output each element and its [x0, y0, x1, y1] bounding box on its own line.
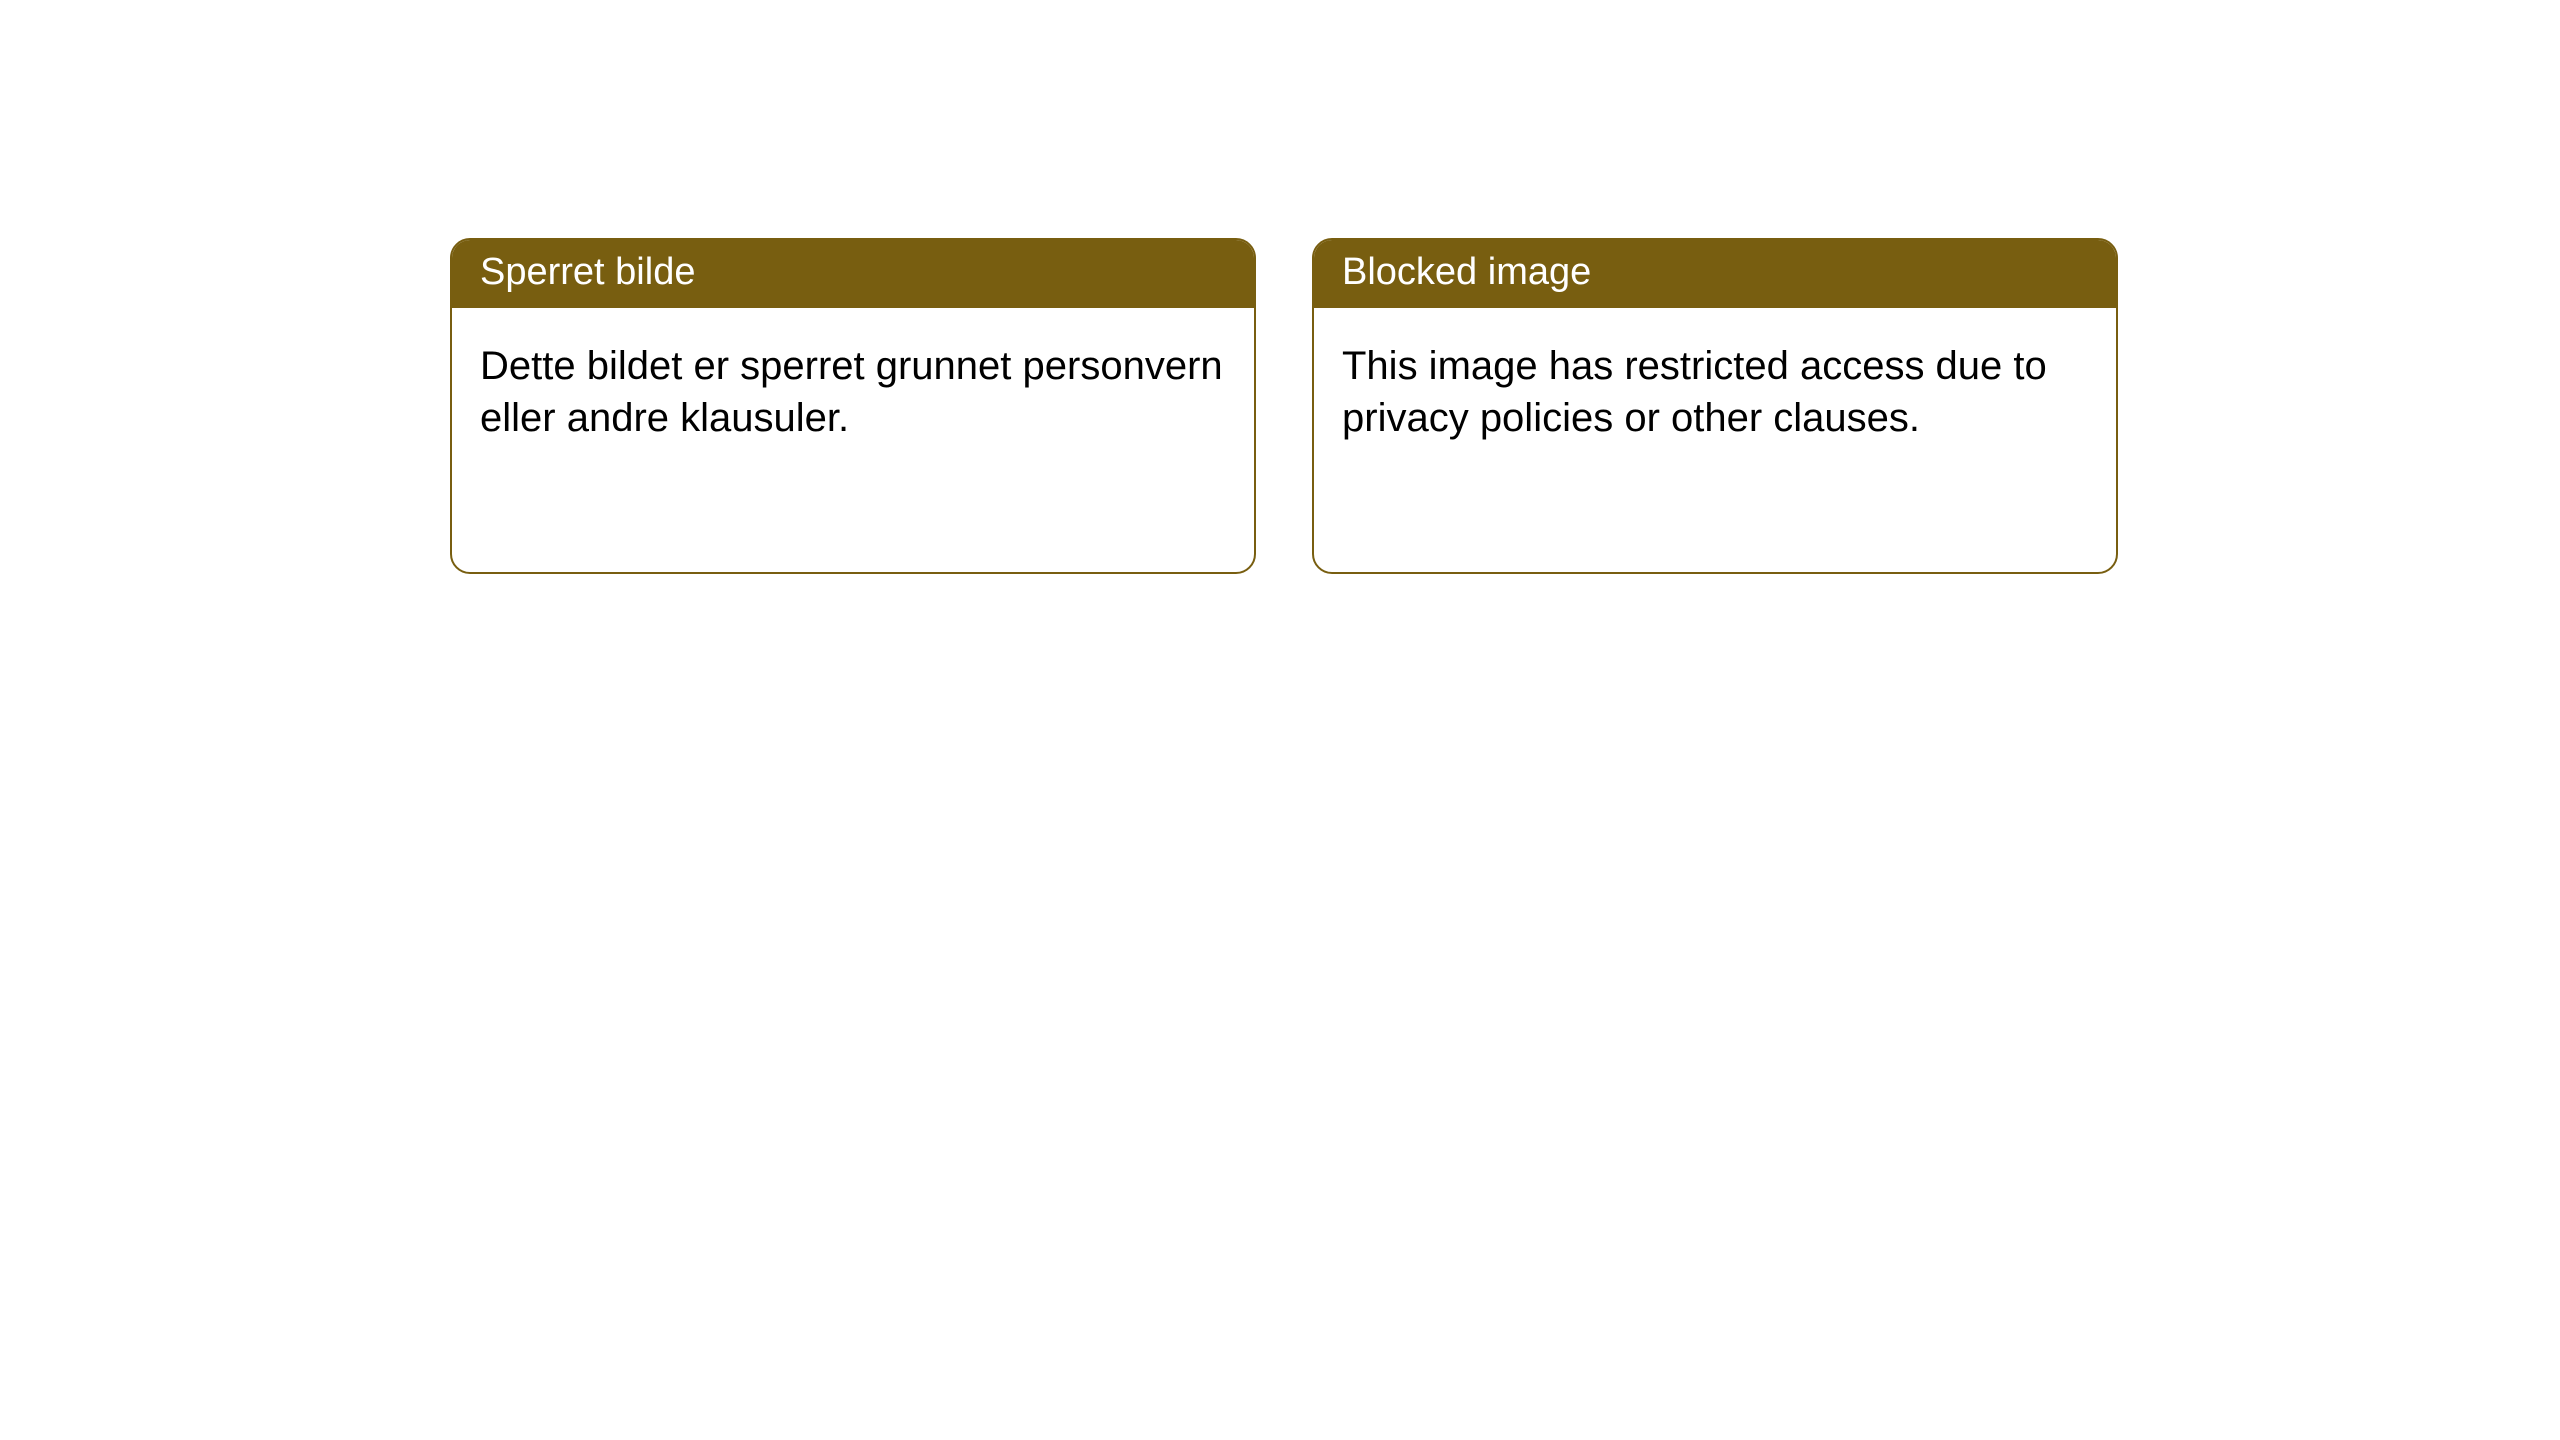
notice-body-no: Dette bildet er sperret grunnet personve…: [452, 308, 1254, 476]
notice-body-en: This image has restricted access due to …: [1314, 308, 2116, 476]
notice-card-en: Blocked image This image has restricted …: [1312, 238, 2118, 574]
notice-title-no: Sperret bilde: [452, 240, 1254, 308]
notice-container: Sperret bilde Dette bildet er sperret gr…: [0, 0, 2560, 574]
notice-card-no: Sperret bilde Dette bildet er sperret gr…: [450, 238, 1256, 574]
notice-title-en: Blocked image: [1314, 240, 2116, 308]
